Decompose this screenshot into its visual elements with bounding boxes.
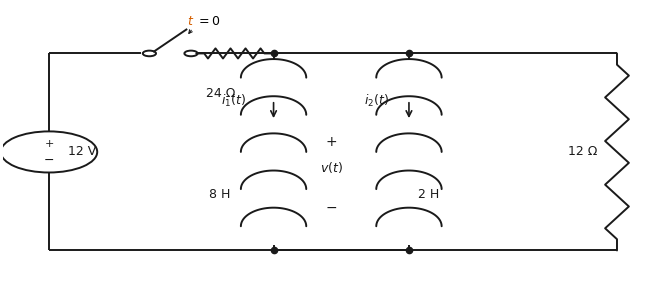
Text: +: +	[45, 139, 54, 149]
Text: $i_1(t)$: $i_1(t)$	[221, 93, 246, 109]
Text: $i_2(t)$: $i_2(t)$	[364, 93, 389, 109]
Text: 12 Ω: 12 Ω	[568, 146, 597, 158]
Text: $= 0$: $= 0$	[196, 15, 220, 28]
Text: +: +	[325, 135, 337, 149]
Text: 12 V: 12 V	[67, 146, 96, 158]
Text: 8 H: 8 H	[209, 188, 230, 201]
Text: −: −	[44, 154, 54, 167]
Text: 2 H: 2 H	[418, 188, 439, 201]
Text: 24 Ω: 24 Ω	[206, 87, 235, 100]
Text: $v(t)$: $v(t)$	[320, 160, 342, 175]
Text: $t$: $t$	[187, 15, 194, 28]
Text: −: −	[325, 201, 337, 215]
